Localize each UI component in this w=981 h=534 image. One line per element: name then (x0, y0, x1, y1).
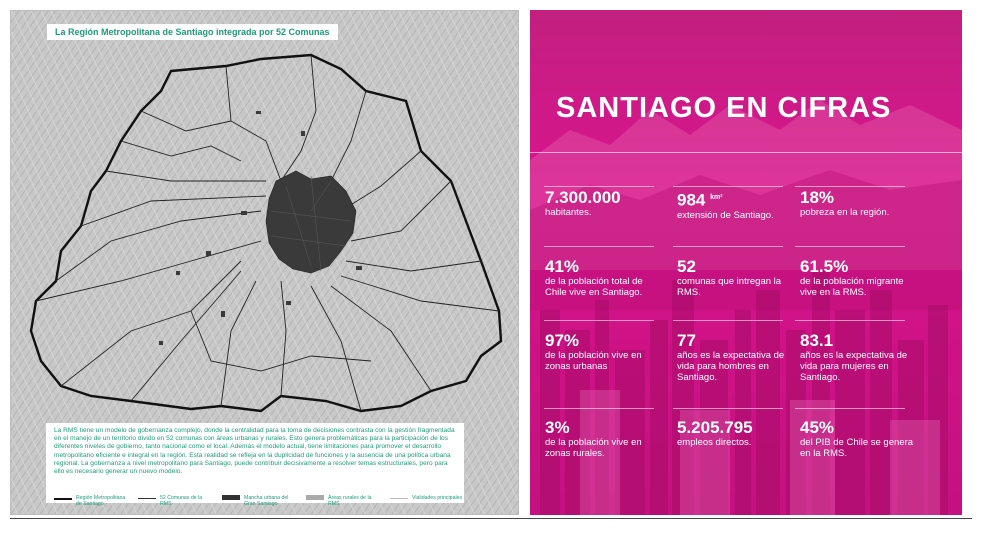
stat-jobs: 5.205.795 empleos directos. (677, 418, 795, 448)
stat-comunas: 52 comunas que intregan la RMS. (677, 257, 795, 298)
stat-desc: extensión de Santiago. (677, 209, 774, 221)
stat-value: 83.1 (800, 331, 834, 350)
map-description: La RMS tiene un modelo de gobernanza com… (54, 427, 455, 476)
stat-population: 7.300.000 habitantes. (545, 188, 663, 218)
stats-title: SANTIAGO EN CIFRAS (556, 92, 892, 124)
stat-urban-pop: 97% de la población vive en zonas urbana… (545, 331, 663, 372)
stat-desc: de la población vive en zonas rurales. (545, 437, 642, 459)
region-outline (29, 53, 503, 413)
stat-desc: del PIB de Chile se genera en la RMS. (800, 437, 914, 459)
stat-gdp: 45% del PIB de Chile se genera en la RMS… (800, 418, 918, 459)
stat-value: 77 (677, 331, 696, 350)
stat-divider (673, 320, 783, 321)
city-skyline-image (530, 100, 962, 515)
urban-area-icon (222, 495, 240, 500)
stat-value: 45% (800, 418, 835, 437)
stat-divider (673, 246, 783, 247)
stat-desc: comunas que intregan la RMS. (677, 276, 782, 298)
legend-item-comunas: 52 Comunas de la RMS (138, 495, 212, 507)
map-panel: La Región Metropolitana de Santiago inte… (10, 10, 519, 515)
legend-item-region: Región Metropolitana de Santiago (54, 495, 128, 507)
stat-desc: empleos directos. (677, 437, 752, 448)
legend-label: Mancha urbana del Gran Santiago (244, 495, 289, 507)
stat-value: 7.300.000 (545, 188, 621, 207)
stat-divider (795, 408, 905, 409)
stat-divider (544, 186, 654, 187)
legend-label: Áreas rurales de la RMS (328, 495, 372, 507)
title-divider (530, 152, 962, 153)
stats-panel: SANTIAGO EN CIFRAS 7.300.000 habitantes.… (530, 10, 962, 515)
stat-pop-share: 41% de la población total de Chile vive … (545, 257, 663, 298)
legend-item-rural: Áreas rurales de la RMS (306, 495, 380, 507)
map-legend: Región Metropolitana de Santiago 52 Comu… (54, 495, 464, 507)
stat-area: 984 km² extensión de Santiago. (677, 188, 795, 221)
stat-value: 984 (677, 190, 706, 210)
stat-value: 97% (545, 331, 580, 350)
stat-desc: de la población total de Chile vive en S… (545, 276, 643, 298)
stat-unit: km² (710, 194, 723, 201)
stat-desc: años es la expectativa de vida para muje… (800, 350, 908, 383)
stat-rural-pop: 3% de la población vive en zonas rurales… (545, 418, 663, 459)
stat-divider (673, 408, 783, 409)
stat-poverty: 18% pobreza en la región. (800, 188, 918, 218)
urban-area (265, 170, 357, 274)
stat-value: 3% (545, 418, 570, 437)
stat-desc: de la población migrante vive en la RMS. (800, 276, 904, 298)
map-title: La Región Metropolitana de Santiago inte… (47, 24, 338, 40)
legend-item-urban: Mancha urbana del Gran Santiago (222, 495, 296, 507)
page-divider (10, 518, 972, 519)
legend-item-roads: Vialidades principales (390, 495, 464, 507)
stat-life-women: 83.1 años es la expectativa de vida para… (800, 331, 918, 383)
stat-desc: pobreza en la región. (800, 207, 890, 218)
stat-divider (673, 186, 783, 187)
legend-label: 52 Comunas de la RMS (160, 495, 203, 507)
stat-divider (544, 408, 654, 409)
comuna-line-icon (138, 498, 156, 499)
stat-value: 41% (545, 257, 580, 276)
road-line-icon (390, 498, 408, 499)
stat-divider (795, 246, 905, 247)
legend-label: Región Metropolitana de Santiago (76, 495, 126, 507)
stat-divider (544, 246, 654, 247)
stat-desc: habitantes. (545, 207, 592, 218)
stat-divider (795, 186, 905, 187)
stat-value: 18% (800, 188, 835, 207)
region-line-icon (54, 498, 72, 500)
stat-value: 5.205.795 (677, 418, 753, 437)
map-info-box: La RMS tiene un modelo de gobernanza com… (46, 423, 464, 507)
stat-life-men: 77 años es la expectativa de vida para h… (677, 331, 795, 383)
rural-area-icon (306, 495, 324, 500)
stat-migrants: 61.5% de la población migrante vive en l… (800, 257, 918, 298)
stat-divider (795, 320, 905, 321)
stat-value: 52 (677, 257, 696, 276)
legend-label: Vialidades principales (412, 495, 463, 501)
stat-divider (544, 320, 654, 321)
stat-value: 61.5% (800, 257, 849, 276)
stat-desc: de la población vive en zonas urbanas (545, 350, 642, 372)
stat-desc: años es la expectativa de vida para homb… (677, 350, 785, 383)
